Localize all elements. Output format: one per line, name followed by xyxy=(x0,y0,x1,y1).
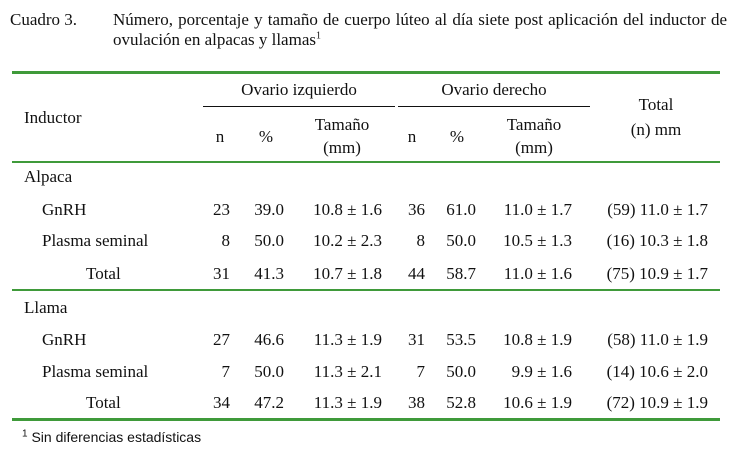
caption-text-block: Número, porcentaje y tamaño de cuerpo lú… xyxy=(113,10,727,50)
header-left-n: n xyxy=(215,127,225,146)
cell-total: (16) 10.3 ± 1.8 xyxy=(606,231,708,250)
cell-total: (75) 10.9 ± 1.7 xyxy=(606,264,708,283)
cell-left-pct: 41.3 xyxy=(254,264,284,283)
cell-left-size: 10.2 ± 2.3 xyxy=(313,231,382,250)
right-ovary-underline xyxy=(398,106,590,107)
row-label: Plasma seminal xyxy=(42,231,149,250)
row-label-total: Total xyxy=(86,393,121,412)
cell-right-size: 10.5 ± 1.3 xyxy=(503,231,572,250)
cell-left-n: 31 xyxy=(213,264,230,283)
cell-left-size: 11.3 ± 1.9 xyxy=(313,330,382,349)
alpaca-total-rule xyxy=(12,289,720,291)
cell-left-pct: 50.0 xyxy=(254,362,284,381)
header-inductor: Inductor xyxy=(24,108,82,127)
cell-right-size: 11.0 ± 1.6 xyxy=(503,264,572,283)
cell-left-pct: 39.0 xyxy=(254,200,284,219)
header-left-size-unit: (mm) xyxy=(323,138,361,157)
cell-left-n: 7 xyxy=(221,362,231,381)
cell-left-pct: 50.0 xyxy=(254,231,284,250)
cell-right-size: 10.6 ± 1.9 xyxy=(503,393,572,412)
cell-right-size: 10.8 ± 1.9 xyxy=(503,330,572,349)
caption-number: Cuadro 3. xyxy=(10,10,78,29)
cell-total: (14) 10.6 ± 2.0 xyxy=(606,362,708,381)
cell-left-pct: 47.2 xyxy=(254,393,284,412)
footnote-mark: 1 xyxy=(22,428,28,440)
cell-left-size: 10.8 ± 1.6 xyxy=(313,200,382,219)
caption-footnote-mark: 1 xyxy=(315,30,321,42)
footnote: 1 Sin diferencias estadísticas xyxy=(22,428,201,446)
cell-left-size: 11.3 ± 2.1 xyxy=(313,362,382,381)
cell-right-n: 38 xyxy=(408,393,425,412)
header-right-pct: % xyxy=(449,127,465,146)
footnote-text: Sin diferencias estadísticas xyxy=(31,429,202,445)
caption-text: Número, porcentaje y tamaño de cuerpo lú… xyxy=(113,10,727,49)
cell-right-pct: 61.0 xyxy=(446,200,476,219)
cell-right-n: 44 xyxy=(408,264,425,283)
header-left-size: Tamaño xyxy=(314,115,370,134)
header-right-n: n xyxy=(407,127,417,146)
left-ovary-underline xyxy=(203,106,395,107)
cell-right-pct: 50.0 xyxy=(446,362,476,381)
cell-right-pct: 50.0 xyxy=(446,231,476,250)
cell-right-pct: 58.7 xyxy=(446,264,476,283)
group-label-llama: Llama xyxy=(24,298,68,317)
cell-right-n: 31 xyxy=(408,330,425,349)
cell-right-size: 11.0 ± 1.7 xyxy=(503,200,572,219)
header-left-pct: % xyxy=(258,127,274,146)
cell-right-size: 9.9 ± 1.6 xyxy=(511,362,572,381)
cell-left-size: 11.3 ± 1.9 xyxy=(313,393,382,412)
cell-total: (72) 10.9 ± 1.9 xyxy=(606,393,708,412)
header-right-size: Tamaño xyxy=(506,115,562,134)
cell-right-pct: 53.5 xyxy=(446,330,476,349)
cell-left-n: 27 xyxy=(213,330,230,349)
header-left-ovary: Ovario izquierdo xyxy=(241,80,357,99)
row-label: GnRH xyxy=(42,330,87,349)
row-label: GnRH xyxy=(42,200,87,219)
bottom-rule xyxy=(12,418,720,421)
cell-left-size: 10.7 ± 1.8 xyxy=(313,264,382,283)
cell-right-n: 7 xyxy=(416,362,426,381)
row-label-total: Total xyxy=(86,264,121,283)
cell-total: (59) 11.0 ± 1.7 xyxy=(607,200,708,219)
top-rule xyxy=(12,71,720,74)
cell-right-n: 8 xyxy=(416,231,426,250)
cell-right-pct: 52.8 xyxy=(446,393,476,412)
header-right-size-unit: (mm) xyxy=(515,138,553,157)
cell-left-pct: 46.6 xyxy=(254,330,284,349)
header-total: Total xyxy=(638,95,674,114)
header-rule xyxy=(12,161,720,163)
cell-left-n: 34 xyxy=(213,393,230,412)
cell-total: (58) 11.0 ± 1.9 xyxy=(607,330,708,349)
group-label-alpaca: Alpaca xyxy=(24,167,73,186)
row-label: Plasma seminal xyxy=(42,362,149,381)
cell-left-n: 23 xyxy=(213,200,230,219)
cell-left-n: 8 xyxy=(221,231,231,250)
cell-right-n: 36 xyxy=(408,200,425,219)
header-right-ovary: Ovario derecho xyxy=(441,80,547,99)
header-total-unit: (n) mm xyxy=(630,120,682,139)
